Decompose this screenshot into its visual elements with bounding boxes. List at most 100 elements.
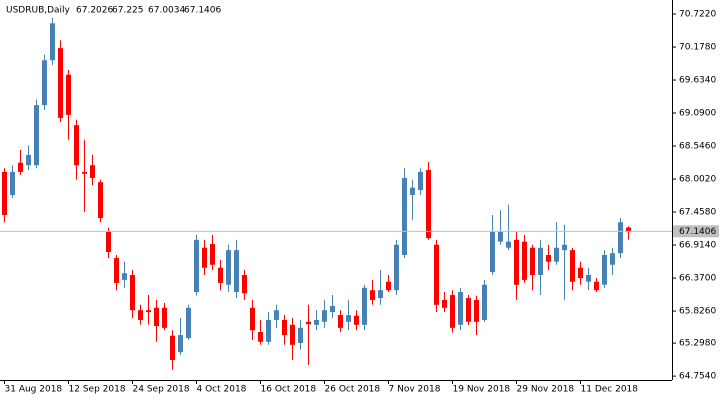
candle-body <box>50 23 55 61</box>
candle-body <box>514 239 519 285</box>
candle-body <box>346 315 351 322</box>
y-tick-label: 66.3700 <box>679 274 716 284</box>
candle-body <box>562 244 567 251</box>
candle-body <box>130 275 135 311</box>
candle-body <box>250 307 255 331</box>
candle-body <box>434 244 439 305</box>
candle-body <box>554 247 559 262</box>
candle-body <box>338 315 343 328</box>
candle-body <box>482 284 487 320</box>
y-tick-label: 65.8260 <box>679 307 716 317</box>
current-price-box <box>673 225 719 238</box>
candle-body <box>210 244 215 265</box>
candle-body <box>402 177 407 256</box>
candle-body <box>82 171 87 174</box>
x-tick-label: 12 Sep 2018 <box>69 385 126 395</box>
candle-body <box>522 241 527 280</box>
candle-body <box>146 310 151 313</box>
x-tick-label: 26 Oct 2018 <box>325 385 381 395</box>
candle-body <box>578 267 583 279</box>
candle-body <box>138 310 143 320</box>
candle-body <box>426 170 431 239</box>
candle-body <box>394 244 399 291</box>
candle-body <box>442 299 447 308</box>
candle-body <box>154 307 159 327</box>
candle-body <box>586 275 591 282</box>
candle-body <box>170 335 175 360</box>
candle-body <box>90 165 95 178</box>
candle-body <box>466 298 471 322</box>
candle-body <box>626 227 631 232</box>
candle-body <box>530 247 535 276</box>
candle-body <box>386 281 391 291</box>
candle-body <box>322 310 327 322</box>
candle-body <box>418 171 423 191</box>
candle-body <box>34 105 39 166</box>
candle-body <box>66 74 71 115</box>
x-tick-label: 11 Dec 2018 <box>581 385 639 395</box>
y-tick-label: 70.7220 <box>679 10 716 20</box>
candle-body <box>58 48 63 118</box>
y-tick-label: 69.6340 <box>679 76 716 86</box>
y-tick-label: 69.0900 <box>679 109 716 119</box>
candle-body <box>314 319 319 325</box>
candle-body <box>258 332 263 342</box>
current-price-label: 67.1406 <box>679 227 716 237</box>
candle-body <box>218 267 223 283</box>
candle-body <box>42 60 47 106</box>
candle-body <box>410 187 415 195</box>
candle-body <box>354 315 359 325</box>
candle-body <box>178 335 183 353</box>
candle-body <box>378 290 383 299</box>
ohlc-close: 67.1406 <box>184 6 221 16</box>
candle-body <box>362 287 367 325</box>
candle-body <box>10 171 15 195</box>
ohlc-low: 67.0034 <box>148 6 185 16</box>
ohlc-open: 67.2026 <box>76 6 113 16</box>
candle-body <box>18 162 23 172</box>
candle-body <box>74 125 79 166</box>
candle-body <box>490 231 495 273</box>
candle-body <box>122 273 127 280</box>
y-tick-label: 68.0020 <box>679 175 716 185</box>
candle-body <box>506 241 511 248</box>
symbol-label: USDRUB,Daily <box>6 6 71 16</box>
y-tick-label: 65.2980 <box>679 339 716 349</box>
candle-body <box>226 250 231 285</box>
candle-body <box>370 290 375 300</box>
candle-body <box>610 253 615 265</box>
x-tick-label: 16 Oct 2018 <box>261 385 317 395</box>
y-tick-label: 70.1780 <box>679 43 716 53</box>
candle-body <box>242 275 247 294</box>
x-tick-label: 29 Nov 2018 <box>517 385 575 395</box>
candle-body <box>570 250 575 282</box>
y-tick-label: 66.9140 <box>679 241 716 251</box>
candle-body <box>546 255 551 262</box>
candle-body <box>330 305 335 313</box>
candle-body <box>106 231 111 252</box>
x-tick-label: 24 Sep 2018 <box>133 385 190 395</box>
candle-body <box>594 281 599 291</box>
y-tick-label: 67.4580 <box>679 208 716 218</box>
candle-body <box>474 299 479 322</box>
candle-body <box>26 154 31 166</box>
candle-body <box>2 171 7 215</box>
y-tick-label: 64.7540 <box>679 372 716 382</box>
candle-body <box>498 231 503 242</box>
x-tick-label: 4 Oct 2018 <box>197 385 247 395</box>
candle-body <box>602 255 607 285</box>
ohlc-high: 67.225 <box>112 6 144 16</box>
candle-body <box>538 247 543 276</box>
x-tick-label: 31 Aug 2018 <box>5 385 63 395</box>
y-tick-label: 68.5460 <box>679 142 716 152</box>
candle-body <box>306 321 311 325</box>
candle-body <box>194 239 199 293</box>
candle-body <box>162 307 167 328</box>
candle-body <box>298 327 303 343</box>
candle-body <box>274 310 279 320</box>
candle-body <box>98 182 103 219</box>
candle-body <box>450 295 455 328</box>
candle-body <box>234 250 239 293</box>
